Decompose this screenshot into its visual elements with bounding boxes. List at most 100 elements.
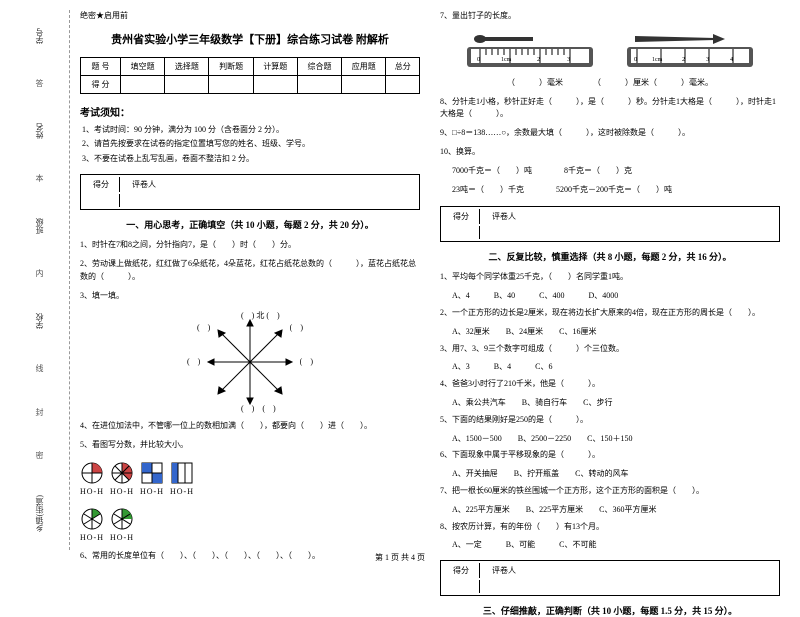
options: A、1500－500 B、2500－2250 C、150＋150: [440, 433, 780, 446]
bind-mark: 封: [34, 408, 45, 416]
notice-item: 2、请首先按要求在试卷的指定位置填写您的姓名、班级、学号。: [82, 137, 420, 151]
north-label: 北: [256, 311, 264, 320]
question: 4、在进位加法中，不管哪一位上的数相加满（ ），都要向（ ）进（ ）。: [80, 420, 420, 433]
pie-icon: [81, 508, 103, 530]
score-table: 题 号 填空题 选择题 判断题 计算题 综合题 应用题 总分 得 分: [80, 57, 420, 94]
options: A、4 B、40 C、400 D、4000: [440, 290, 780, 303]
pie-icon: [111, 508, 133, 530]
grader-box: 得分 评卷人: [80, 174, 420, 210]
content-area: 绝密★启用前 贵州省实验小学三年级数学【下册】综合练习试卷 附解析 题 号 填空…: [70, 10, 780, 550]
question: 4、爸爸3小时行了210千米，他是（ ）。: [440, 378, 780, 391]
secrecy-header: 绝密★启用前: [80, 10, 420, 21]
cell: 选择题: [165, 58, 209, 76]
cell: 应用题: [342, 58, 386, 76]
bind-label: 乡镇(街道): [35, 495, 45, 532]
cell: 得分: [443, 563, 480, 578]
grader-box: 得分 评卷人: [440, 206, 780, 242]
cell: [209, 76, 253, 94]
notice-item: 1、考试时间：90 分钟，满分为 100 分（含卷面分 2 分）。: [82, 123, 420, 137]
cell: [482, 580, 526, 593]
options: A、一定 B、可能 C、不可能: [440, 539, 780, 552]
cell: 评卷人: [482, 209, 526, 224]
question: 2、一个正方形的边长是2厘米，现在将边长扩大原来的4倍，现在正方形的周长是（ ）…: [440, 307, 780, 320]
question-sub: 7000千克＝（ ）吨 8千克＝（ ）克: [440, 165, 780, 178]
notice-item: 3、不要在试卷上乱写乱画，卷面不整洁扣 2 分。: [82, 152, 420, 166]
options: A、32厘米 B、24厘米 C、16厘米: [440, 326, 780, 339]
cell: 得分: [443, 209, 480, 224]
cell: [297, 76, 341, 94]
ruler-answers: （ ）毫米 （ ）厘米（ ）毫米。: [440, 77, 780, 92]
bind-label: 学号: [35, 28, 45, 44]
grid-icon: [171, 462, 193, 484]
hoh-label: HO-H: [110, 487, 134, 496]
page-footer: 第 1 页 共 4 页: [0, 552, 800, 563]
fraction-diagrams: HO-H HO-H HO-H HO-H: [80, 462, 420, 496]
grid-icon: [141, 462, 163, 484]
question: 1、时针在7和8之间，分针指向7，是（ ）时（ ）分。: [80, 239, 420, 252]
hoh-label: HO-H: [170, 487, 194, 496]
table-row: 得 分: [81, 76, 420, 94]
cell: 总分: [386, 58, 420, 76]
left-column: 绝密★启用前 贵州省实验小学三年级数学【下册】综合练习试卷 附解析 题 号 填空…: [80, 10, 420, 550]
answer-blank: （ ）毫米: [507, 77, 563, 90]
exam-title: 贵州省实验小学三年级数学【下册】综合练习试卷 附解析: [80, 31, 420, 47]
svg-text:0: 0: [634, 57, 637, 63]
question: 3、填一填。: [80, 290, 420, 303]
section-2-title: 二、反复比较，慎重选择（共 8 小题，每题 2 分，共 16 分）。: [440, 250, 780, 263]
notice-title: 考试须知：: [80, 104, 420, 119]
cell: [83, 194, 120, 207]
cell: [443, 226, 480, 239]
cell: [482, 226, 526, 239]
question: 5、看图写分数，并比较大小。: [80, 439, 420, 452]
pie-group: HO-H: [140, 462, 164, 496]
cell: 得分: [83, 177, 120, 192]
cell: [342, 76, 386, 94]
section-1-title: 一、用心思考，正确填空（共 10 小题，每题 2 分，共 20 分）。: [80, 218, 420, 231]
notice-list: 1、考试时间：90 分钟，满分为 100 分（含卷面分 2 分）。 2、请首先按…: [80, 123, 420, 166]
right-column: 7、量出钉子的长度。: [440, 10, 780, 550]
cell: 综合题: [297, 58, 341, 76]
options: A、开关抽屉 B、拧开瓶盖 C、转动的风车: [440, 468, 780, 481]
question: 7、量出钉子的长度。: [440, 10, 780, 23]
hoh-label: HO-H: [80, 533, 104, 542]
binding-column: 学号 答 姓名 本 班级 内 学校 线 封 密 乡镇(街道): [15, 10, 70, 550]
question: 5、下面的结果刚好是250的是（ ）。: [440, 414, 780, 427]
bind-label: 姓名: [35, 123, 45, 139]
hoh-label: HO-H: [110, 533, 134, 542]
question: 3、用7、3、9三个数字可组成（ ）个三位数。: [440, 343, 780, 356]
fraction-diagrams-2: HO-H HO-H: [80, 508, 420, 542]
cell: 评卷人: [122, 177, 166, 192]
question: 9、□÷8＝138……○，余数最大填（ ），这时被除数是（ ）。: [440, 127, 780, 140]
compass-diagram: ( ) 北 ( ) ( ) ( ) ( ) ( ) ( ) ( ): [185, 312, 315, 412]
pie-group: HO-H: [80, 462, 104, 496]
hoh-label: HO-H: [80, 487, 104, 496]
svg-text:1cm: 1cm: [652, 57, 663, 63]
question: 10、换算。: [440, 146, 780, 159]
svg-text:4: 4: [730, 57, 733, 63]
svg-text:0: 0: [477, 57, 480, 63]
cell: [253, 76, 297, 94]
cell: [165, 76, 209, 94]
bind-mark: 线: [34, 364, 45, 372]
pie-group: HO-H: [110, 508, 134, 542]
cell: 题 号: [81, 58, 121, 76]
svg-text:2: 2: [537, 57, 540, 63]
cell: 计算题: [253, 58, 297, 76]
ruler-svg: 01cm 234: [625, 33, 755, 69]
ruler-row: 01cm 23 01cm 234: [440, 33, 780, 69]
question: 8、按农历计算，有的年份（ ）有13个月。: [440, 521, 780, 534]
bind-label: 班级: [35, 218, 45, 234]
bind-mark: 内: [34, 269, 45, 277]
question: 1、平均每个同学体重25千克，（ ）名同学重1吨。: [440, 271, 780, 284]
pie-icon: [111, 462, 133, 484]
question: 8、分针走1小格，秒针正好走（ ），是（ ）秒。分针走1大格是（ ），时针走1大…: [440, 96, 780, 122]
ruler-diagram: 01cm 234: [625, 33, 755, 69]
cell: [386, 76, 420, 94]
cell: 评卷人: [482, 563, 526, 578]
svg-text:2: 2: [682, 57, 685, 63]
bind-mark: 答: [34, 79, 45, 87]
options: A、3 B、4 C、6: [440, 361, 780, 374]
pie-group: HO-H: [170, 462, 194, 496]
bind-label: 学校: [35, 313, 45, 329]
question: 7、把一根长60厘米的铁丝围城一个正方形，这个正方形的面积是（ ）。: [440, 485, 780, 498]
